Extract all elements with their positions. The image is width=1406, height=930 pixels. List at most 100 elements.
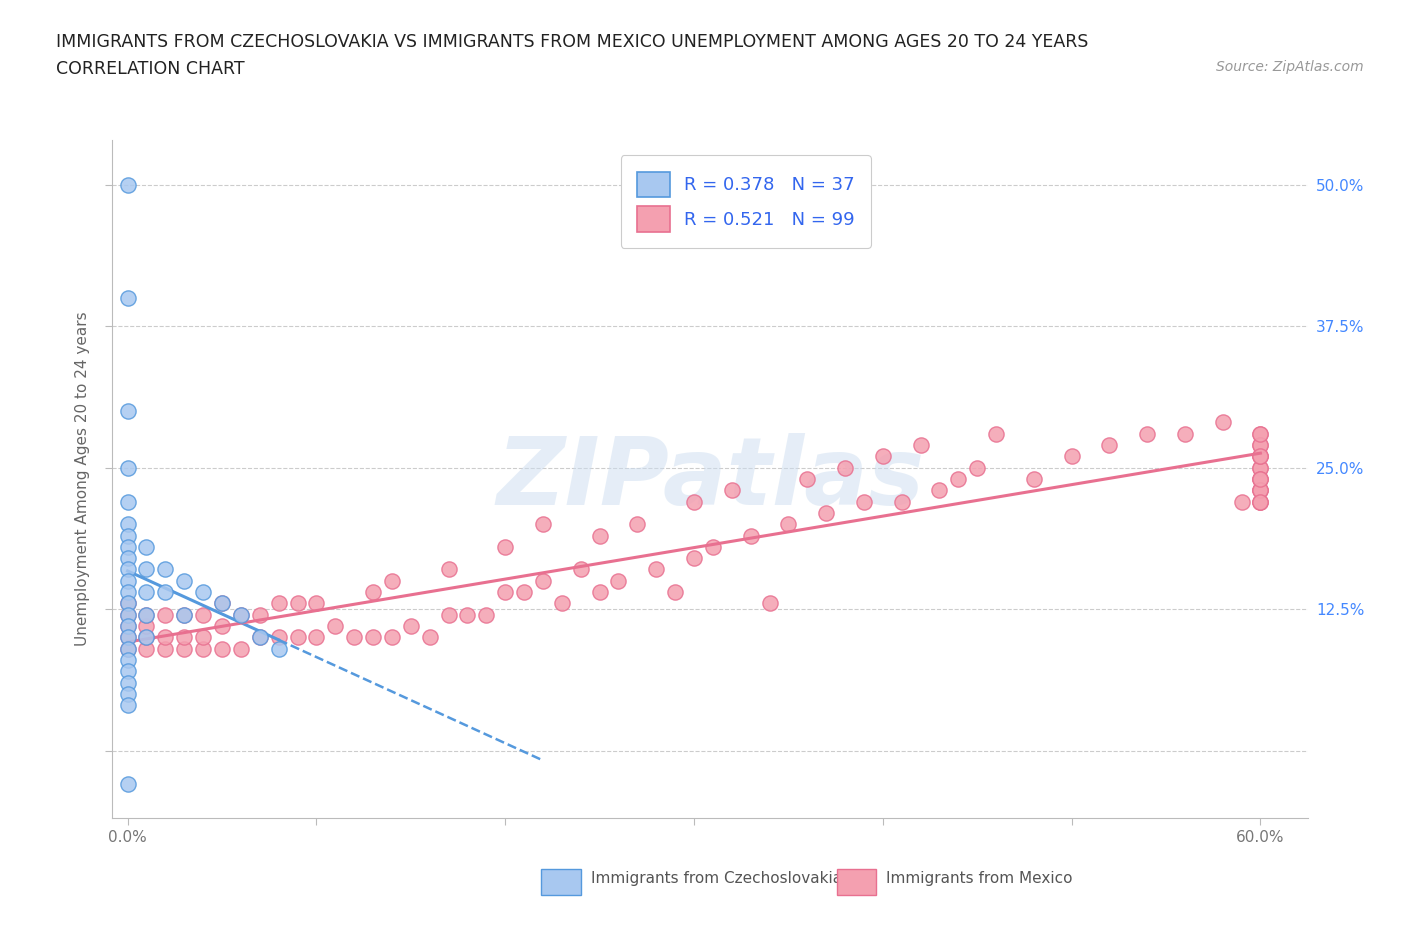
- Point: [211, 642, 233, 657]
- Point: [551, 596, 574, 611]
- Point: [117, 551, 139, 565]
- Point: [852, 494, 875, 509]
- Point: [1249, 460, 1271, 475]
- Point: [135, 630, 157, 644]
- Point: [702, 539, 724, 554]
- Point: [211, 596, 233, 611]
- Point: [626, 517, 648, 532]
- Point: [249, 630, 271, 644]
- Point: [287, 630, 309, 644]
- Point: [1249, 494, 1271, 509]
- Point: [815, 506, 838, 521]
- Point: [607, 573, 630, 589]
- Point: [1249, 449, 1271, 464]
- Point: [135, 607, 157, 622]
- Point: [267, 630, 290, 644]
- Point: [1249, 483, 1271, 498]
- Point: [117, 698, 139, 712]
- Point: [229, 642, 252, 657]
- Point: [267, 596, 290, 611]
- Point: [1249, 472, 1271, 486]
- Point: [191, 585, 214, 600]
- Point: [984, 426, 1007, 441]
- Point: [683, 494, 706, 509]
- Point: [720, 483, 742, 498]
- Point: [437, 607, 460, 622]
- Point: [381, 630, 404, 644]
- Point: [229, 607, 252, 622]
- Point: [211, 596, 233, 611]
- Point: [513, 585, 536, 600]
- Point: [155, 642, 177, 657]
- Point: [778, 517, 800, 532]
- Y-axis label: Unemployment Among Ages 20 to 24 years: Unemployment Among Ages 20 to 24 years: [75, 312, 90, 646]
- Point: [117, 642, 139, 657]
- Point: [117, 686, 139, 701]
- Point: [173, 642, 195, 657]
- Point: [740, 528, 762, 543]
- Point: [117, 596, 139, 611]
- Point: [910, 438, 932, 453]
- Point: [928, 483, 950, 498]
- Point: [117, 642, 139, 657]
- Point: [323, 618, 346, 633]
- Text: IMMIGRANTS FROM CZECHOSLOVAKIA VS IMMIGRANTS FROM MEXICO UNEMPLOYMENT AMONG AGES: IMMIGRANTS FROM CZECHOSLOVAKIA VS IMMIGR…: [56, 33, 1088, 50]
- Text: Source: ZipAtlas.com: Source: ZipAtlas.com: [1216, 60, 1364, 74]
- Point: [135, 539, 157, 554]
- Point: [1249, 460, 1271, 475]
- Point: [249, 607, 271, 622]
- Point: [1060, 449, 1083, 464]
- Point: [173, 573, 195, 589]
- Point: [890, 494, 912, 509]
- Point: [872, 449, 894, 464]
- Point: [1249, 483, 1271, 498]
- Point: [966, 460, 988, 475]
- Point: [117, 607, 139, 622]
- Text: Immigrants from Czechoslovakia: Immigrants from Czechoslovakia: [591, 871, 842, 886]
- Point: [117, 528, 139, 543]
- Point: [117, 178, 139, 193]
- Point: [117, 494, 139, 509]
- Point: [211, 618, 233, 633]
- Point: [1136, 426, 1159, 441]
- Point: [117, 630, 139, 644]
- Point: [305, 596, 328, 611]
- Point: [456, 607, 478, 622]
- Legend: R = 0.378   N = 37, R = 0.521   N = 99: R = 0.378 N = 37, R = 0.521 N = 99: [621, 155, 870, 248]
- Point: [1249, 449, 1271, 464]
- Point: [191, 607, 214, 622]
- Point: [173, 607, 195, 622]
- Point: [191, 642, 214, 657]
- Point: [173, 630, 195, 644]
- Point: [1212, 415, 1234, 430]
- Point: [1174, 426, 1197, 441]
- Point: [1249, 472, 1271, 486]
- Point: [1249, 438, 1271, 453]
- Point: [229, 607, 252, 622]
- Point: [588, 528, 610, 543]
- Text: Immigrants from Mexico: Immigrants from Mexico: [886, 871, 1073, 886]
- Point: [117, 664, 139, 679]
- Point: [155, 607, 177, 622]
- Point: [399, 618, 422, 633]
- Point: [1249, 449, 1271, 464]
- Point: [419, 630, 441, 644]
- Point: [155, 585, 177, 600]
- Point: [1249, 483, 1271, 498]
- Point: [117, 618, 139, 633]
- Point: [494, 539, 516, 554]
- Point: [381, 573, 404, 589]
- Point: [117, 630, 139, 644]
- Text: CORRELATION CHART: CORRELATION CHART: [56, 60, 245, 78]
- Text: ZIPatlas: ZIPatlas: [496, 433, 924, 525]
- Point: [117, 585, 139, 600]
- Point: [117, 460, 139, 475]
- Point: [173, 607, 195, 622]
- Point: [361, 630, 384, 644]
- Point: [155, 562, 177, 577]
- Point: [117, 290, 139, 305]
- Point: [117, 539, 139, 554]
- Point: [117, 675, 139, 690]
- Point: [437, 562, 460, 577]
- Point: [683, 551, 706, 565]
